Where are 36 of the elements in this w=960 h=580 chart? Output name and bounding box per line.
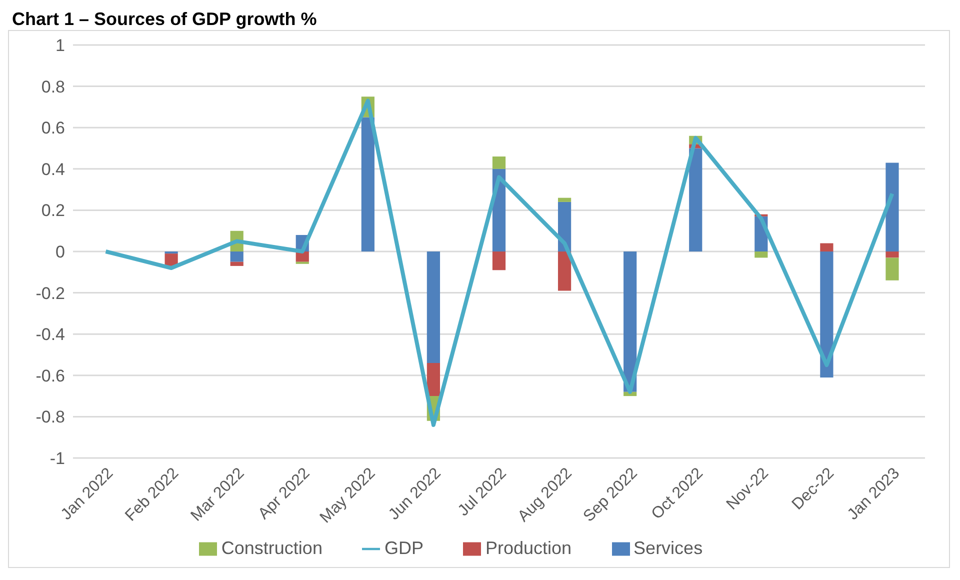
y-tick-label: 1 — [56, 36, 65, 56]
bar — [426, 363, 440, 396]
bar — [296, 252, 309, 262]
y-tick-label: -0.6 — [36, 366, 65, 386]
bar — [754, 252, 768, 258]
bar — [361, 117, 374, 252]
y-tick-label: 0 — [56, 242, 65, 262]
bar — [886, 252, 899, 258]
y-tick-label: -1 — [50, 449, 65, 468]
bar — [820, 243, 834, 252]
bar — [558, 198, 572, 202]
chart-title: Chart 1 – Sources of GDP growth % — [11, 8, 318, 30]
bar — [164, 254, 178, 266]
bar — [886, 258, 899, 280]
y-tick-label: 0.2 — [41, 201, 65, 220]
bar — [558, 252, 572, 291]
bar — [230, 252, 244, 262]
bar — [886, 162, 899, 252]
legend-label: GDP — [384, 538, 424, 558]
bar — [230, 262, 244, 266]
bar — [820, 252, 834, 378]
y-tick-label: 0.4 — [41, 160, 65, 179]
bar — [492, 252, 506, 270]
bar — [689, 148, 702, 252]
y-tick-label: -0.8 — [36, 408, 65, 427]
bar — [492, 156, 506, 169]
legend-label: Construction — [221, 538, 322, 558]
bar — [426, 252, 440, 364]
y-tick-label: 0.8 — [41, 77, 65, 96]
bar — [624, 252, 637, 392]
y-tick-label: 0.6 — [41, 118, 65, 138]
legend-label: Production — [485, 538, 572, 558]
y-tick-label: -0.2 — [36, 284, 65, 303]
y-tick-label: -0.4 — [36, 325, 65, 344]
legend-label: Services — [634, 538, 703, 558]
line-series — [104, 98, 894, 427]
